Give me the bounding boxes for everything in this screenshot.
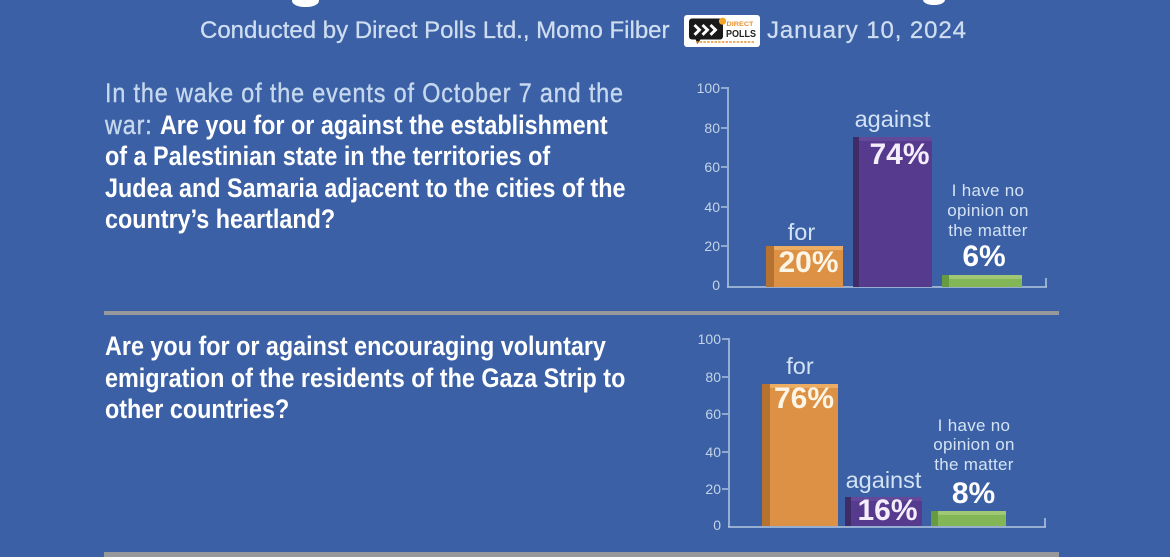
svg-text:DIRECT: DIRECT [727,21,754,28]
svg-text:POLLS: POLLS [726,29,756,40]
